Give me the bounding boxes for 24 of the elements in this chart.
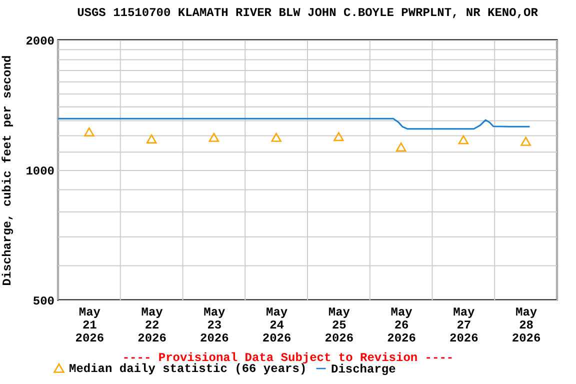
point bbox=[520, 136, 531, 146]
y-axis-title: Discharge, cubic feet per second bbox=[0, 55, 15, 286]
x-tick-label: May 26 2026 bbox=[387, 306, 416, 346]
x-tick-label: May 23 2026 bbox=[200, 306, 229, 346]
x-tick-label: May 28 2026 bbox=[512, 306, 541, 346]
chart-title: USGS 11510700 KLAMATH RIVER BLW JOHN C.BOYLE PWRPLNT, NR KENO,OR bbox=[77, 6, 539, 20]
y-tick-label: 500 bbox=[32, 294, 54, 308]
point bbox=[84, 127, 94, 136]
point bbox=[396, 142, 406, 152]
line-series bbox=[57, 118, 530, 130]
x-tick-label: May 25 2026 bbox=[324, 306, 354, 346]
point bbox=[146, 134, 157, 144]
x-tick-label: May 21 2026 bbox=[75, 306, 104, 346]
x-tick-label: May 27 2026 bbox=[450, 306, 478, 346]
point bbox=[334, 132, 344, 142]
y-tick-label: 1000 bbox=[26, 164, 54, 178]
y-tick-label: 2000 bbox=[26, 34, 54, 48]
point bbox=[271, 132, 282, 142]
point bbox=[208, 132, 220, 142]
legend-label: Median daily statistic (66 years) bbox=[69, 362, 307, 376]
x-tick-label: May 22 2026 bbox=[138, 306, 166, 346]
legend-label: Discharge bbox=[331, 362, 396, 376]
point bbox=[458, 135, 469, 144]
x-tick-label: May 24 2026 bbox=[262, 306, 292, 346]
